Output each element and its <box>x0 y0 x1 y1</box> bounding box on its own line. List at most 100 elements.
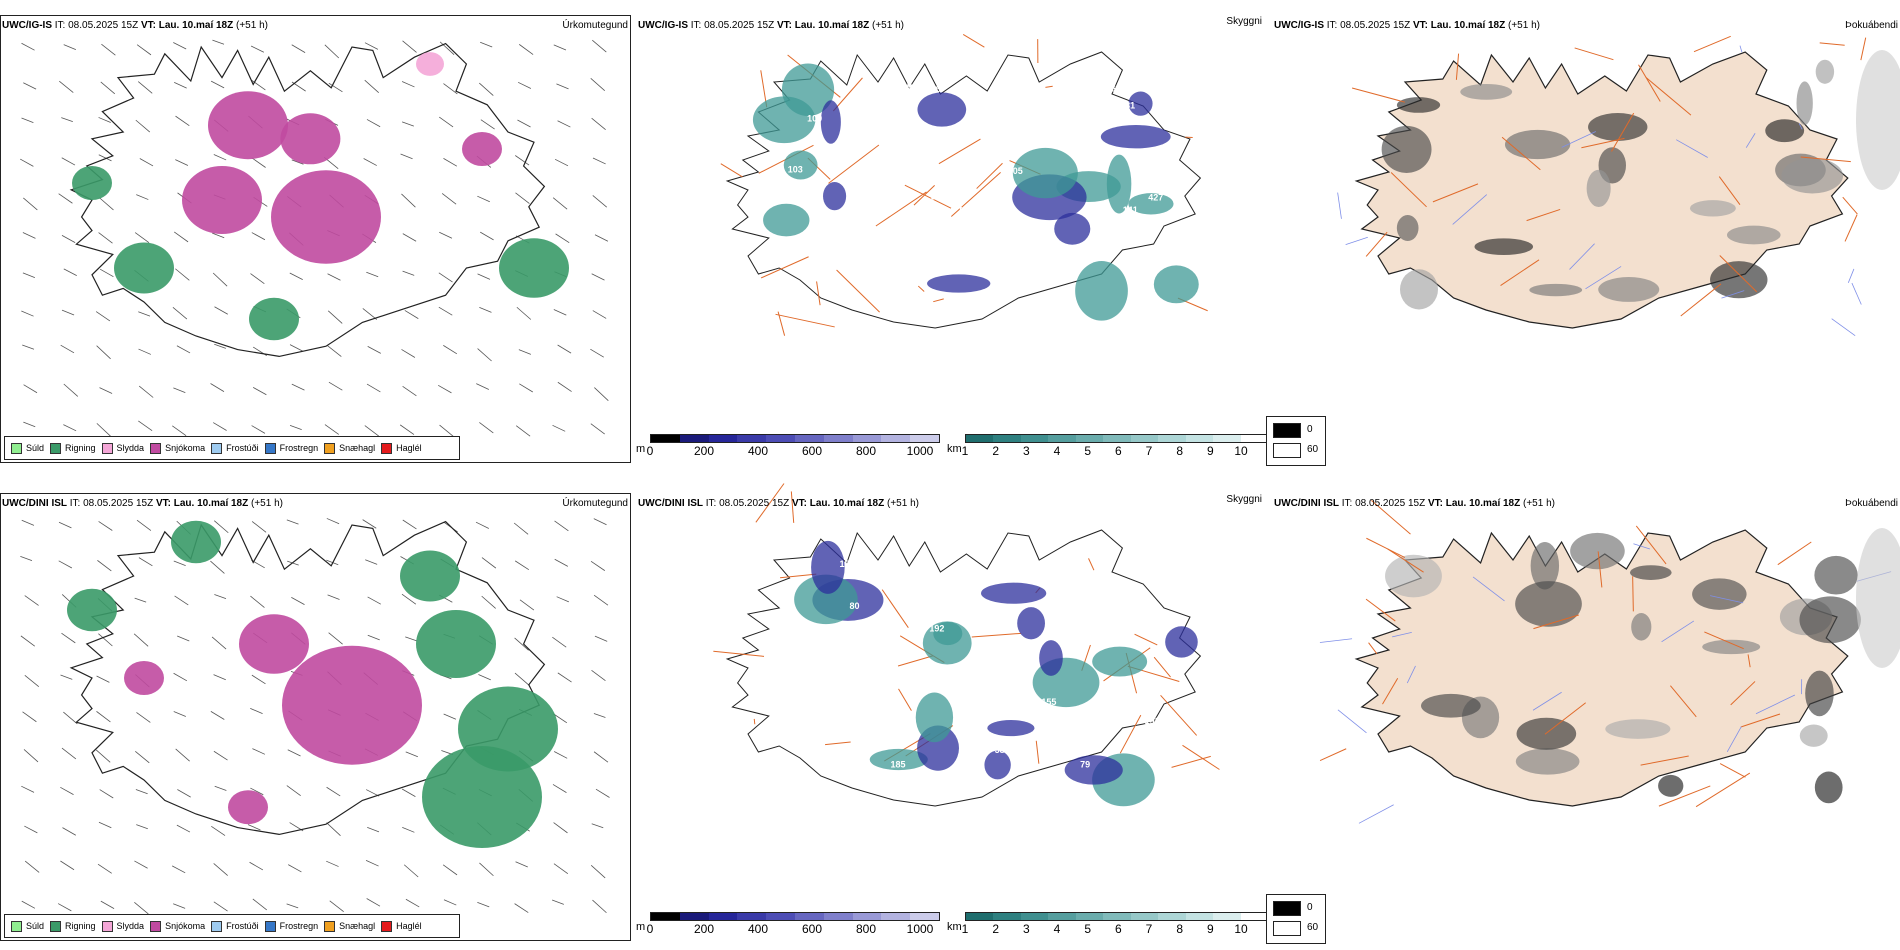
road <box>1432 183 1479 203</box>
cloud-base-label: 98 <box>963 133 973 143</box>
colorbar-segment <box>1020 913 1049 920</box>
valid-time-label: VT: <box>155 498 171 509</box>
colorbar-tick: 10 <box>1234 444 1248 458</box>
river <box>1726 726 1742 752</box>
wind-barb <box>61 157 76 166</box>
wind-barb <box>364 79 379 93</box>
fog-legend-swatch <box>1273 423 1301 438</box>
panel-title: UWC/IG-IS IT: 08.05.2025 15Z VT: Lau. 10… <box>1274 20 1540 31</box>
cloud-base-label: 660 <box>956 726 971 736</box>
colorbar-segment <box>852 913 882 920</box>
valid-time-value: Lau. 10.maí 18Z <box>809 498 885 509</box>
cloud-base-label: 88 <box>824 241 834 251</box>
colorbar-segment <box>993 913 1021 920</box>
wind-barb <box>477 195 490 203</box>
precip-area <box>416 52 444 76</box>
colorbar-tick: 7 <box>1145 922 1153 936</box>
cloud-area <box>984 750 1011 780</box>
cloud-base-label: 260 <box>962 771 977 781</box>
colorbar-tick: 2 <box>992 444 999 458</box>
wind-barb <box>291 159 304 165</box>
colorbar-segment <box>823 913 853 920</box>
wind-barb <box>173 903 186 909</box>
legend-item: Rigning <box>50 920 96 932</box>
legend-swatch <box>50 442 62 454</box>
precip-area <box>239 614 309 674</box>
wind-barb <box>171 865 186 874</box>
fog-shading <box>1799 724 1828 747</box>
wind-barb <box>437 384 452 394</box>
wind-barb <box>177 789 191 798</box>
wind-barb <box>327 273 341 281</box>
cloud-base-label: 164 <box>789 703 804 713</box>
road <box>913 185 935 206</box>
wind-barb <box>476 383 490 390</box>
init-time-label: IT: <box>69 498 81 509</box>
wind-barb <box>251 674 266 685</box>
wind-barb <box>176 824 191 833</box>
precip-area <box>67 588 117 632</box>
cloud-area <box>1106 154 1132 214</box>
fog-shading <box>1396 97 1441 113</box>
colorbar-segment <box>1185 435 1214 442</box>
colorbar-segment <box>852 435 882 442</box>
wind-barb <box>100 900 115 909</box>
fog-legend-label: 0 <box>1307 902 1313 913</box>
wind-barb <box>175 748 190 762</box>
model-name: UWC/DINI ISL <box>1274 498 1339 509</box>
colorbar-tick: 10 <box>1234 922 1248 936</box>
wind-barb <box>133 633 149 647</box>
wind-barb <box>99 268 114 278</box>
road <box>1693 35 1731 53</box>
colorbar-segment <box>679 435 709 442</box>
road <box>1670 685 1697 718</box>
wind-barb <box>291 597 305 605</box>
road <box>1153 656 1171 678</box>
cloud-base-label: 118 <box>893 281 908 291</box>
cloud-area <box>783 150 818 180</box>
cloud-base-label: 298 <box>798 244 813 254</box>
valid-time-value: Lau. 10.maí 18Z <box>1445 498 1521 509</box>
wind-barb <box>403 864 419 878</box>
road <box>1160 694 1198 736</box>
wind-barb <box>213 750 228 761</box>
legend-label: Snæhagl <box>339 921 376 931</box>
wind-barb <box>138 385 154 398</box>
wind-barb <box>439 231 453 239</box>
wind-barb <box>518 44 534 55</box>
lead-time: (+51 h) <box>236 20 268 31</box>
cloud-area <box>794 574 858 625</box>
wind-barb <box>98 117 111 123</box>
wind-barb <box>212 272 228 287</box>
init-time-value: 08.05.2025 15Z <box>83 498 154 509</box>
colorbar-tick: 0 <box>646 444 654 458</box>
precip-map-frame <box>0 493 631 941</box>
wind-barb <box>401 81 415 88</box>
precip-area <box>400 550 460 602</box>
wind-barb <box>557 344 572 354</box>
colorbar-unit: km <box>947 921 962 933</box>
wind-barb <box>479 862 494 877</box>
road <box>713 650 765 657</box>
wind-barb <box>96 711 111 723</box>
wind-barb <box>174 595 189 606</box>
colorbar-segment <box>1075 435 1104 442</box>
river <box>1392 632 1412 638</box>
cloud-area <box>1092 646 1148 677</box>
wind-barb <box>327 310 343 324</box>
fog-shading <box>1805 670 1834 717</box>
fog-shading <box>1381 125 1432 173</box>
wind-barb <box>20 635 36 647</box>
wind-barb <box>21 519 35 526</box>
wind-barb <box>251 232 266 241</box>
legend-swatch <box>381 920 393 932</box>
fog-index-map <box>1337 35 1900 337</box>
wind-barb <box>136 519 152 531</box>
colorbar-tick: 3 <box>1022 922 1030 936</box>
wind-barb <box>480 231 494 241</box>
wind-barb <box>327 594 340 600</box>
colorbar-tick: 8 <box>1176 922 1183 936</box>
road <box>1747 654 1751 668</box>
cloud-base-label: 226 <box>937 610 952 620</box>
fog-shading <box>1631 613 1652 641</box>
